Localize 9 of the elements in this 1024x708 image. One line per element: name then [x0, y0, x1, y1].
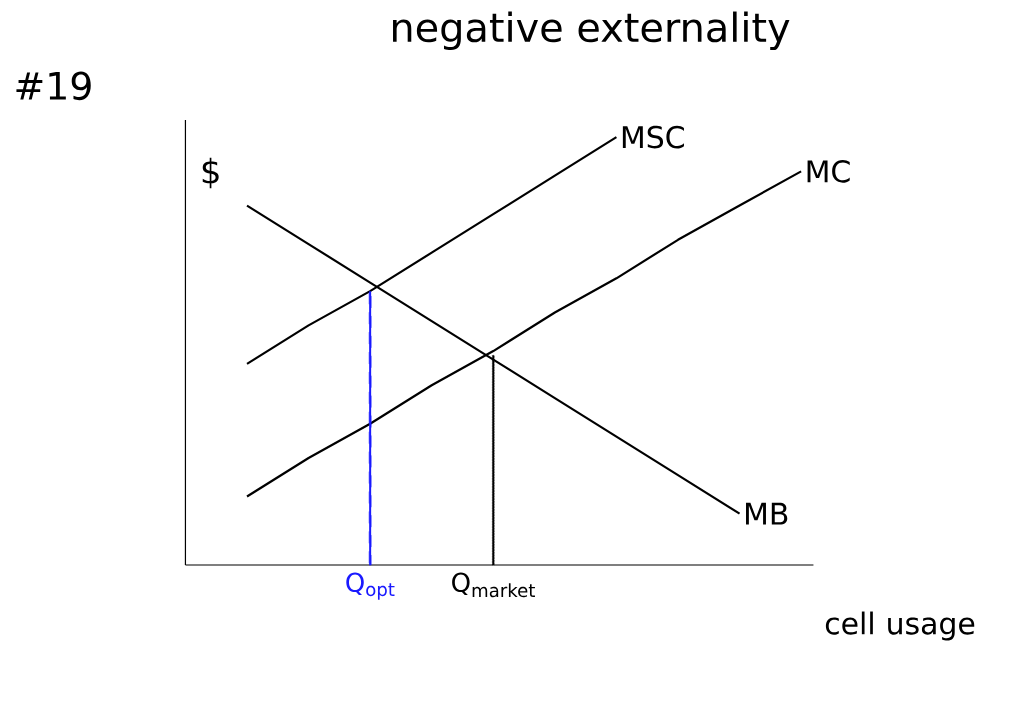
- y-axis-title: $: [202, 157, 219, 189]
- x-axis-title: cell usage: [825, 611, 975, 641]
- x-tick-label: Q$_{opt}$: [346, 572, 395, 600]
- chart-title: negative externality: [393, 11, 790, 51]
- series-label: MSC: [622, 125, 684, 149]
- x-tick-label: Q$_{market}$: [452, 572, 535, 598]
- series-label: MC: [807, 160, 850, 183]
- text: #19: [16, 71, 91, 101]
- series-label: MB: [746, 502, 788, 525]
